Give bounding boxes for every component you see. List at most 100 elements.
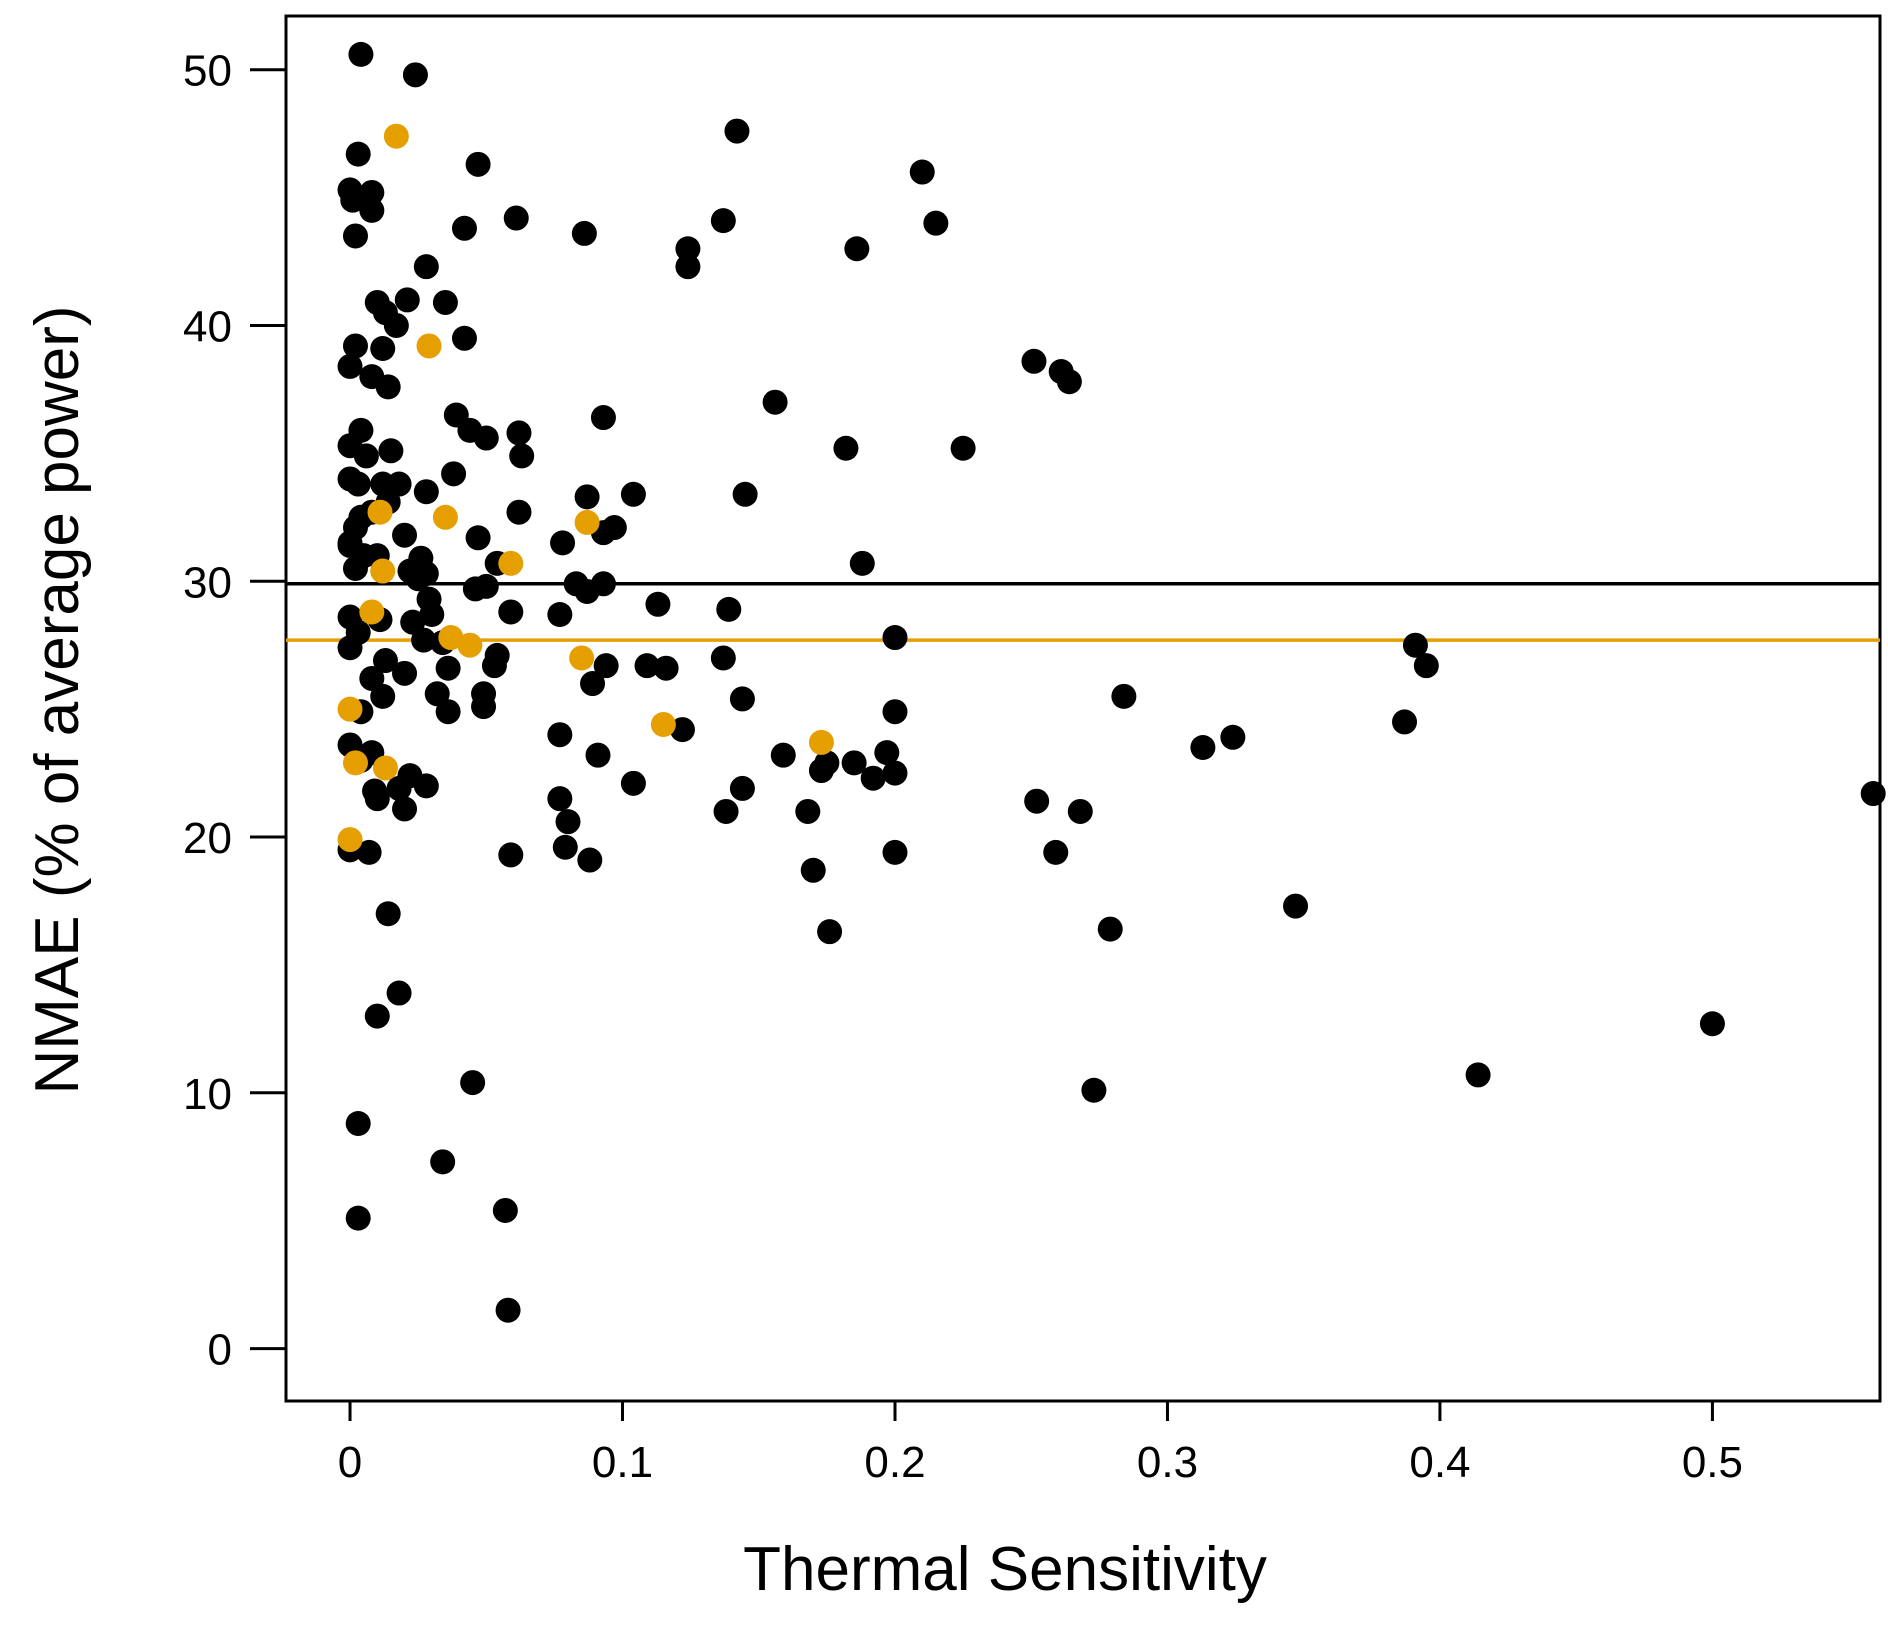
black-point-19	[370, 336, 396, 362]
black-point-9	[451, 215, 477, 241]
black-point-15	[432, 289, 458, 315]
black-point-138	[849, 550, 875, 576]
black-point-101	[590, 405, 616, 431]
x-axis-title: Thermal Sensitivity	[743, 1535, 1267, 1604]
black-point-12	[413, 254, 439, 280]
orange-point-2	[367, 499, 393, 525]
black-point-109	[547, 602, 573, 628]
black-point-115	[547, 722, 573, 748]
black-point-139	[882, 625, 908, 651]
orange-point-0	[383, 123, 409, 149]
orange-point-14	[342, 750, 368, 776]
black-point-96	[495, 1297, 521, 1323]
black-point-131	[710, 645, 736, 671]
black-point-70	[392, 660, 418, 686]
y-tick-label: 40	[183, 302, 232, 351]
black-point-36	[413, 479, 439, 505]
black-point-92	[345, 1110, 371, 1136]
black-point-0	[348, 41, 374, 67]
black-point-102	[574, 484, 600, 510]
orange-point-9	[457, 632, 483, 658]
black-point-125	[675, 254, 701, 280]
black-point-136	[844, 236, 870, 262]
y-axis: 0 10 20 30 40 50	[183, 47, 286, 1375]
black-point-163	[1190, 735, 1216, 761]
orange-point-12	[650, 711, 676, 737]
black-point-1	[402, 62, 428, 88]
black-point-145	[860, 765, 886, 791]
black-point-3	[465, 151, 491, 177]
orange-point-10	[569, 645, 595, 671]
black-point-98	[509, 443, 535, 469]
black-point-147	[795, 798, 821, 824]
black-point-117	[620, 770, 646, 796]
x-tick-label: 0.2	[864, 1438, 925, 1487]
x-tick-label: 0.3	[1137, 1438, 1198, 1487]
black-point-132	[729, 686, 755, 712]
orange-point-3	[432, 504, 458, 530]
black-point-85	[392, 796, 418, 822]
black-point-137	[833, 435, 859, 461]
black-point-42	[392, 522, 418, 548]
orange-point-16	[337, 827, 363, 853]
black-point-157	[1111, 683, 1137, 709]
black-point-21	[337, 353, 363, 379]
black-point-108	[590, 571, 616, 597]
x-tick-label: 0.4	[1409, 1438, 1470, 1487]
black-point-27	[473, 425, 499, 451]
black-point-91	[460, 1070, 486, 1096]
black-point-94	[345, 1205, 371, 1231]
black-point-93	[430, 1149, 456, 1175]
black-point-121	[552, 834, 578, 860]
black-point-81	[364, 786, 390, 812]
orange-point-4	[574, 509, 600, 535]
black-point-118	[669, 717, 695, 743]
orange-point-8	[438, 625, 464, 651]
orange-point-13	[808, 729, 834, 755]
black-point-160	[1043, 839, 1069, 865]
black-point-60	[419, 602, 445, 628]
black-point-119	[547, 786, 573, 812]
black-point-153	[950, 435, 976, 461]
black-point-146	[882, 760, 908, 786]
black-point-111	[580, 671, 606, 697]
black-point-29	[378, 438, 404, 464]
black-point-88	[375, 901, 401, 927]
black-point-141	[874, 740, 900, 766]
black-point-97	[506, 420, 532, 446]
black-point-99	[506, 499, 532, 525]
black-point-20	[451, 325, 477, 351]
y-tick-label: 20	[183, 814, 232, 863]
black-point-63	[411, 627, 437, 653]
black-point-159	[1067, 798, 1093, 824]
black-point-142	[841, 750, 867, 776]
black-point-62	[337, 635, 363, 661]
orange-point-7	[359, 599, 385, 625]
black-point-6	[340, 187, 366, 213]
black-point-128	[762, 389, 788, 415]
black-point-72	[424, 681, 450, 707]
black-point-112	[634, 653, 660, 679]
orange-point-11	[337, 696, 363, 722]
black-point-162	[1081, 1077, 1107, 1103]
black-point-130	[716, 596, 742, 622]
black-point-133	[770, 742, 796, 768]
black-point-59	[400, 609, 426, 635]
x-tick-label: 0	[338, 1438, 362, 1487]
black-point-52	[405, 566, 431, 592]
black-point-126	[724, 118, 750, 144]
black-point-103	[620, 481, 646, 507]
black-point-43	[465, 525, 491, 551]
black-point-87	[356, 839, 382, 865]
black-point-5	[359, 179, 385, 205]
x-axis: 0 0.1 0.2 0.3 0.4 0.5	[338, 1401, 1743, 1487]
black-point-23	[375, 374, 401, 400]
black-point-129	[732, 481, 758, 507]
black-point-75	[435, 699, 461, 725]
x-tick-label: 0.5	[1682, 1438, 1743, 1487]
black-point-7	[359, 197, 385, 223]
black-point-149	[817, 919, 843, 945]
black-point-171	[1860, 781, 1886, 807]
black-point-120	[555, 809, 581, 835]
orange-point-5	[498, 550, 524, 576]
